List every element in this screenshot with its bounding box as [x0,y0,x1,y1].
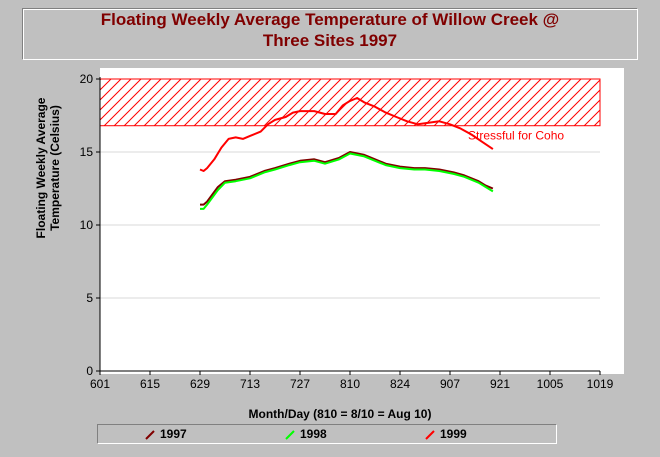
chart-title-line-1: Floating Weekly Average Temperature of W… [100,10,560,29]
y-axis-label-line-1: Floating Weekly Average [34,97,48,239]
chart-title-line-2: Three Sites 1997 [262,31,398,50]
x-tick-label: 727 [290,377,310,391]
x-tick-label: 1005 [537,377,564,391]
legend-item-1998: 1998 [284,426,327,442]
y-tick-label: 10 [80,218,94,232]
series-line-1999 [199,97,494,172]
chart-title: Floating Weekly Average Temperature of W… [22,8,638,60]
x-tick-label: 629 [190,377,210,391]
y-tick-label: 15 [80,145,94,159]
legend-label-1997: 1997 [160,427,187,441]
x-tick-label: 713 [240,377,260,391]
y-tick-label: 0 [86,364,93,378]
legend-swatch-1998 [285,430,295,440]
x-tick-label: 921 [490,377,510,391]
legend-item-1997: 1997 [144,426,187,442]
line-chart: 0 5 10 15 20 601 615 629 713 727 810 824 907 921 1005 1… [80,72,614,391]
series-line-1997 [200,151,494,206]
series-line-1998 [200,152,494,210]
legend-label-1998: 1998 [300,427,327,441]
x-tick-label: 810 [340,377,360,391]
legend-swatch-1999 [425,430,435,440]
y-tick-label: 5 [86,291,93,305]
legend-label-1999: 1999 [440,427,467,441]
legend-swatch-1997 [145,430,155,440]
x-tick-label: 824 [390,377,410,391]
legend-item-1999: 1999 [424,426,467,442]
x-tick-label: 907 [440,377,460,391]
threshold-label: Stressful for Coho [468,129,564,143]
legend: 1997 1998 1999 [97,424,557,444]
x-tick-label: 615 [140,377,160,391]
y-axis-label-line-2: Temperature (Celsius) [48,105,62,231]
y-tick-label: 20 [80,72,94,86]
x-tick-label: 601 [90,377,110,391]
stressful-band [99,78,601,127]
x-axis-label: Month/Day (810 = 8/10 = Aug 10) [248,407,432,421]
x-tick-label: 1019 [587,377,614,391]
